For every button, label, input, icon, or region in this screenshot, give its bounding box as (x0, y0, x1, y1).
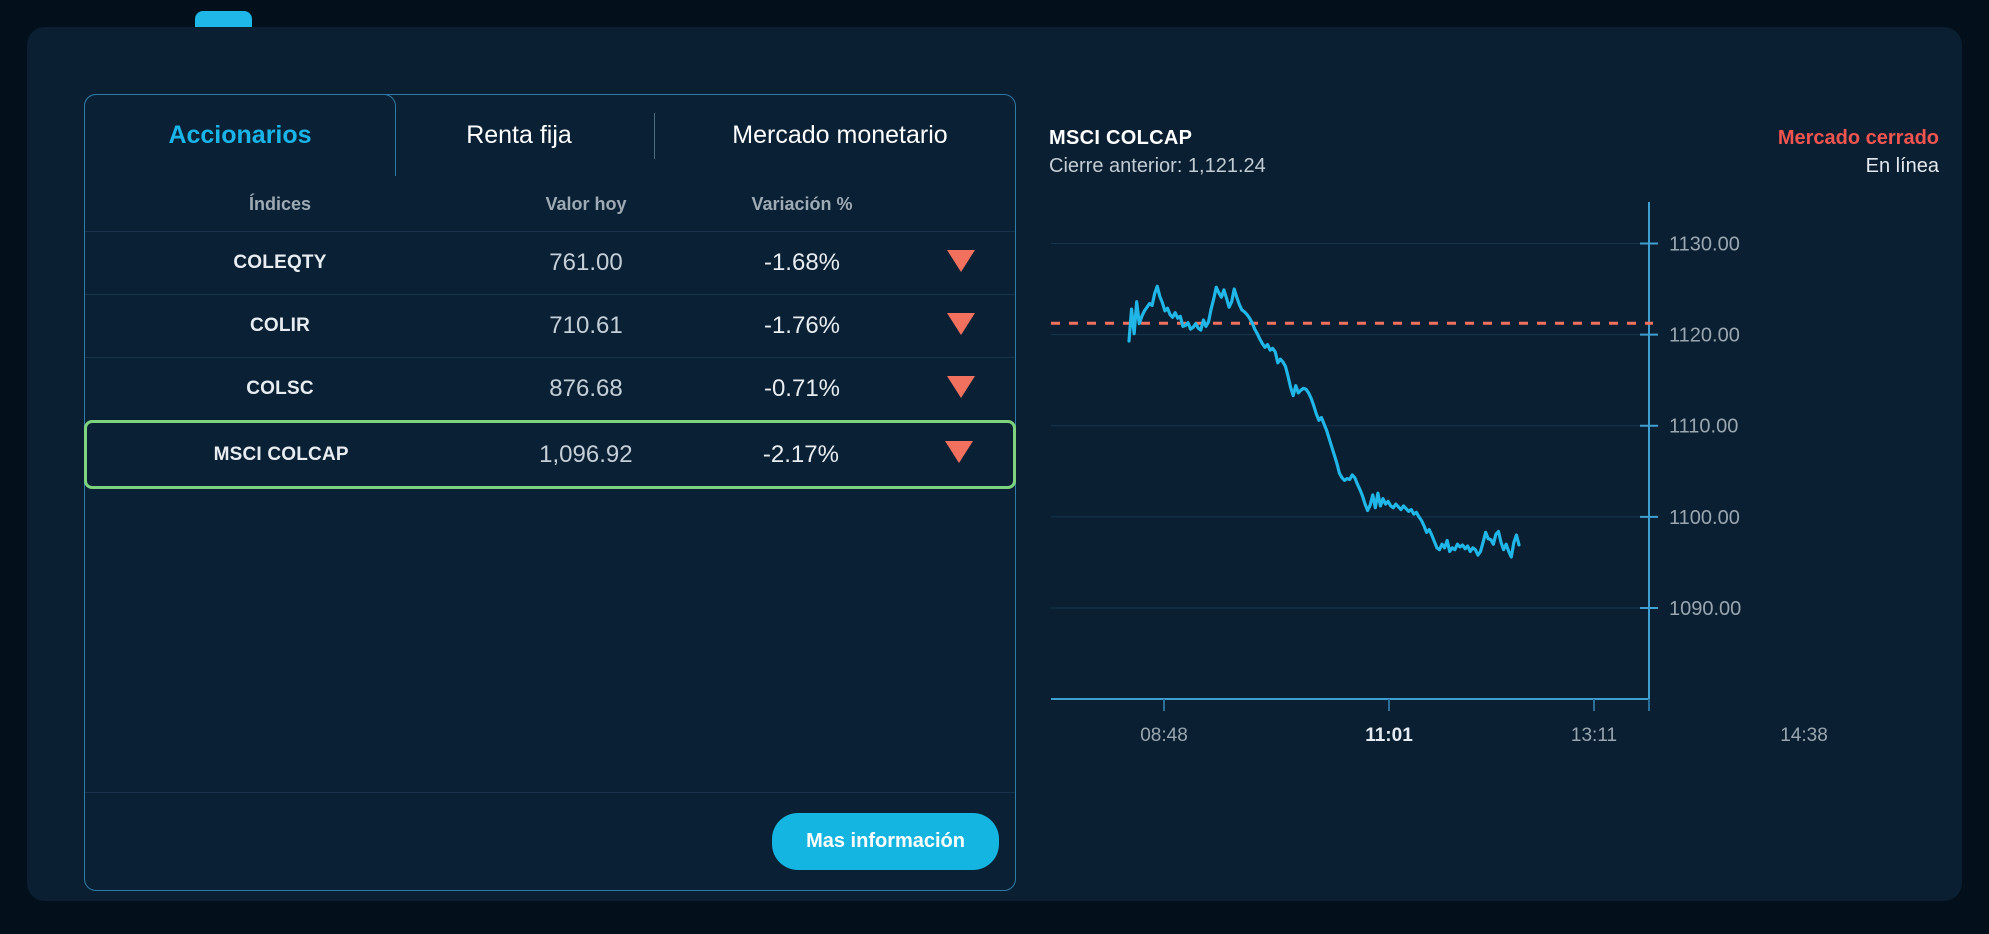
tab-accionarios[interactable]: Accionarios (84, 94, 396, 176)
row-index-value: 710.61 (549, 312, 623, 339)
tab-renta-fija[interactable]: Renta fija (414, 95, 624, 176)
price-line-chart[interactable]: 1130.00 1120.00 1110.00 1100.00 1090.00 08:48… (1049, 197, 1939, 767)
table-row[interactable]: COLSC 876.68 -0.71% (85, 357, 1015, 420)
chart-title: MSCI COLCAP (1049, 127, 1193, 149)
table-header-row: Índices Valor hoy Variación % (85, 177, 1015, 231)
tab-renta-fija-label: Renta fija (466, 121, 572, 149)
chart-plot-area[interactable]: 1130.00 1120.00 1110.00 1100.00 1090.00 08:48… (1049, 197, 1939, 767)
y-axis-label: 1130.00 (1669, 233, 1740, 255)
row-index-change: -0.71% (763, 375, 841, 402)
table-row[interactable]: COLEQTY 761.00 -1.68% (85, 231, 1015, 294)
row-index-value: 876.68 (549, 375, 623, 402)
row-index-name: MSCI COLCAP (213, 443, 349, 465)
x-axis-label: 13:11 (1571, 725, 1617, 746)
row-direction-cell (907, 312, 1015, 340)
indices-card: Accionarios Renta fija Mercado monetario… (84, 94, 1016, 891)
triangle-down-icon (947, 375, 975, 398)
x-axis-label: 14:38 (1780, 725, 1828, 746)
row-direction-cell (905, 441, 1013, 468)
triangle-down-icon (945, 441, 974, 463)
row-index-change: -2.17% (762, 440, 839, 468)
y-axis-label: 1100.00 (1669, 507, 1740, 529)
row-index-name: COLIR (249, 315, 311, 336)
table-row[interactable]: COLIR 710.61 -1.76% (85, 294, 1015, 357)
row-direction-cell (907, 375, 1015, 403)
tab-accionarios-label: Accionarios (168, 121, 312, 149)
more-info-button[interactable]: Mas información (772, 813, 999, 870)
market-widget-panel: Accionarios Renta fija Mercado monetario… (27, 27, 1962, 901)
triangle-down-icon (947, 249, 975, 272)
triangle-down-icon (947, 312, 975, 335)
column-header-valor: Valor hoy (545, 193, 627, 214)
table-row-selected[interactable]: MSCI COLCAP 1,096.92 -2.17% (84, 420, 1016, 489)
row-index-name: COLSC (246, 378, 314, 399)
x-axis-label: 11:01 (1365, 725, 1413, 746)
row-index-change: -1.76% (763, 312, 841, 339)
price-series-line (1127, 284, 1521, 559)
top-tab-pill[interactable] (195, 11, 252, 27)
column-header-variacion: Variación % (751, 193, 853, 214)
tab-divider (654, 112, 655, 159)
tab-mercado-monetario[interactable]: Mercado monetario (685, 95, 995, 176)
row-index-value: 1,096.92 (539, 440, 633, 468)
chart-previous-close: Cierre anterior: 1,121.24 (1049, 155, 1266, 177)
row-index-name: COLEQTY (233, 252, 327, 273)
y-axis-label: 1090.00 (1669, 598, 1741, 620)
row-direction-cell (907, 249, 1015, 277)
card-footer: Mas información (85, 792, 1015, 890)
market-status-badge: Mercado cerrado (1777, 127, 1939, 149)
chart-mode-label: En línea (1865, 155, 1939, 177)
x-axis-label: 08:48 (1140, 725, 1188, 746)
indices-table: Índices Valor hoy Variación % COLEQTY 76… (84, 177, 1016, 489)
chart-panel: MSCI COLCAP Cierre anterior: 1,121.24 Me… (1049, 127, 1939, 787)
y-axis-label: 1110.00 (1669, 416, 1738, 438)
column-header-indices: Índices (248, 193, 312, 214)
row-index-value: 761.00 (549, 249, 623, 276)
tab-bar: Accionarios Renta fija Mercado monetario (84, 94, 1017, 176)
chart-header: MSCI COLCAP Cierre anterior: 1,121.24 Me… (1049, 127, 1939, 189)
tab-mercado-monetario-label: Mercado monetario (732, 121, 948, 149)
row-index-change: -1.68% (763, 249, 841, 276)
y-axis-label: 1120.00 (1669, 325, 1740, 347)
